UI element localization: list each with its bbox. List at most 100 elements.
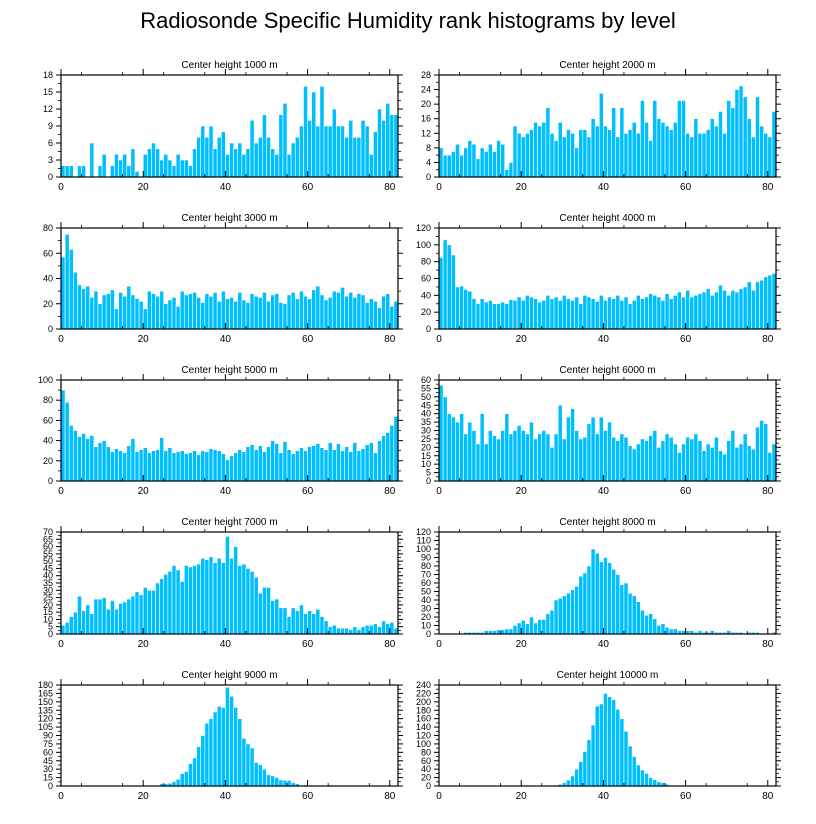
histogram-bar: [89, 297, 95, 330]
histogram-bar: [262, 587, 267, 635]
histogram-bar: [188, 566, 193, 635]
histogram-bar: [442, 154, 448, 178]
x-tick-label: 20: [516, 486, 528, 497]
histogram-bar: [631, 595, 637, 635]
y-tick-label: 240: [416, 680, 431, 690]
histogram-bar: [299, 290, 304, 330]
histogram-bar: [656, 118, 662, 178]
histogram-bar: [656, 296, 662, 330]
histogram-bar: [77, 595, 82, 635]
histogram-bar: [377, 307, 382, 330]
histogram-bar: [759, 420, 764, 482]
x-tick-label: 0: [436, 182, 442, 193]
histogram-bar: [668, 298, 674, 330]
y-tick-label: 60: [43, 248, 53, 258]
histogram-bar: [594, 552, 600, 635]
y-tick-label: 10: [43, 614, 53, 624]
histogram-bar: [746, 281, 752, 330]
histogram-bar: [467, 140, 473, 178]
histogram-bar: [755, 426, 760, 482]
x-tick-label: 80: [384, 639, 396, 650]
histogram-bar: [668, 436, 674, 482]
histogram-bar: [200, 735, 206, 787]
histogram-bar: [360, 448, 366, 482]
histogram-bar: [183, 159, 189, 178]
histogram-bar: [60, 165, 66, 178]
histogram-bar: [652, 295, 658, 330]
histogram-bar: [303, 295, 308, 330]
histogram-bar: [512, 430, 518, 482]
histogram-bar: [751, 289, 756, 330]
histogram-bar: [553, 296, 559, 330]
x-tick-label: 60: [680, 334, 692, 345]
histogram-bar: [553, 433, 559, 482]
histogram-bar: [598, 416, 604, 482]
histogram-bar: [155, 449, 160, 482]
y-tick-label: 20: [421, 99, 431, 109]
histogram-bar: [225, 154, 230, 178]
histogram-bar: [631, 122, 637, 178]
histogram-bar: [644, 614, 649, 635]
histogram-bar: [520, 136, 526, 178]
histogram-bar: [286, 154, 292, 178]
histogram-bar: [586, 296, 592, 330]
x-tick-label: 40: [220, 639, 232, 650]
histogram-bar: [561, 438, 567, 482]
y-tick-label: 165: [38, 688, 53, 698]
x-tick-label: 80: [762, 334, 774, 345]
histogram-bar: [767, 452, 773, 482]
histogram-bar: [286, 780, 292, 787]
histogram-bar: [508, 628, 514, 635]
y-tick-label: 120: [416, 527, 431, 537]
histogram-bar: [545, 433, 551, 482]
histogram-bar: [500, 301, 506, 330]
histogram-bar: [60, 256, 66, 330]
histogram-bar: [97, 598, 103, 635]
histogram-bar: [635, 295, 641, 330]
histogram-bar: [274, 443, 280, 482]
histogram-bar: [348, 120, 354, 178]
histogram-bar: [524, 132, 530, 178]
histogram-bar: [110, 165, 115, 178]
histogram-bar: [208, 448, 214, 482]
histogram-bar: [229, 297, 234, 330]
histogram-bar: [615, 574, 621, 635]
y-tick-label: 40: [421, 764, 431, 774]
histogram-bar: [607, 296, 612, 330]
histogram-bar: [270, 440, 276, 482]
histogram-bar: [216, 706, 222, 787]
histogram-bar: [566, 298, 571, 330]
x-tick-label: 80: [762, 791, 774, 802]
histogram-bar: [730, 107, 736, 178]
histogram-bar: [607, 421, 612, 482]
histogram-bar: [619, 107, 625, 178]
x-tick-label: 80: [384, 334, 396, 345]
histogram-bar: [582, 572, 588, 635]
histogram-bar: [549, 298, 555, 330]
histogram-bar: [282, 103, 288, 178]
x-tick-label: 0: [58, 334, 64, 345]
histogram-bar: [356, 137, 362, 178]
histogram-bar: [389, 305, 395, 330]
histogram-bar: [471, 430, 477, 482]
histogram-bar: [142, 308, 148, 330]
histogram-bar: [541, 430, 547, 482]
histogram-bar: [68, 249, 74, 330]
histogram-bar: [233, 707, 239, 787]
histogram-bar: [607, 696, 612, 787]
histogram-bar: [500, 430, 506, 482]
histogram-bar: [142, 447, 148, 482]
histogram-bar: [97, 165, 103, 178]
histogram-bar: [524, 295, 530, 330]
histogram-bar: [262, 114, 267, 178]
y-tick-label: 20: [421, 612, 431, 622]
histogram-bar: [331, 624, 337, 635]
histogram-bar: [122, 601, 128, 635]
histogram-bar: [446, 413, 452, 482]
y-tick-label: 30: [43, 764, 53, 774]
histogram-bar: [196, 563, 202, 635]
histogram-bar: [549, 447, 555, 482]
histogram-bar: [590, 724, 596, 787]
histogram-bar: [266, 774, 271, 787]
histogram-bar: [557, 300, 563, 330]
